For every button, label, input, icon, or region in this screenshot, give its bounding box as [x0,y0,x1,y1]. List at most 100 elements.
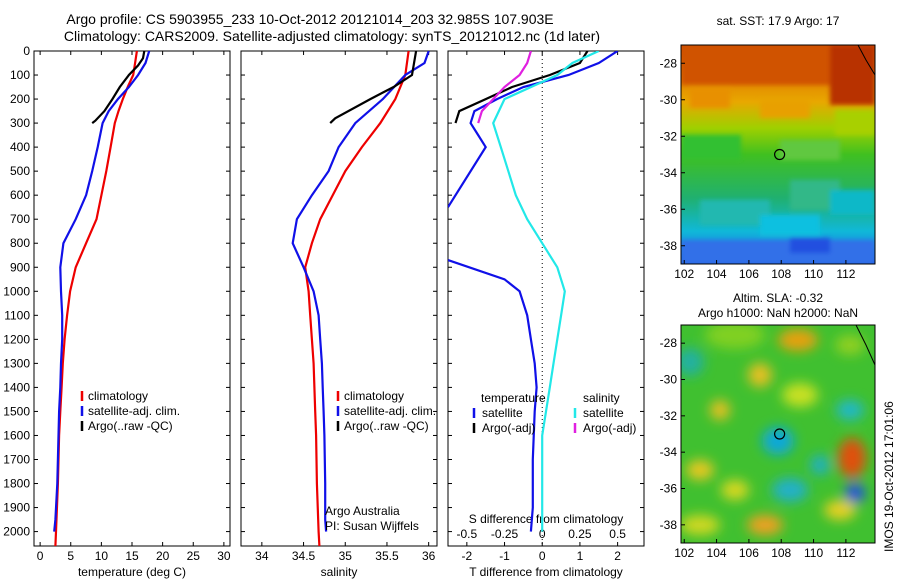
difference-series-temperature-satellite [448,51,619,208]
sla-lon-tick-label: 110 [804,546,823,560]
figure-title-line1: Argo profile: CS 5903955_233 10-Oct-2012… [66,11,553,27]
legend-entry: Argo(..raw -QC) [88,419,173,433]
sla-lat-tick-label: -30 [660,373,678,387]
sst-lon-tick-label: 108 [771,267,791,281]
sla-lon-tick-label: 102 [674,546,694,560]
sst-lon-tick-label: 106 [739,267,759,281]
depth-tick-label: 200 [10,92,30,106]
depth-tick-label: 500 [10,164,30,178]
salinity-difference-tick-label: -0.25 [491,527,519,541]
legend-entry: climatology [88,389,148,403]
salinity-series-satellite-adj-clim- [291,51,430,532]
depth-tick-label: 800 [10,236,30,250]
sla-lon-tick-label: 108 [771,546,791,560]
sst-argo-location-marker [774,148,786,161]
temperature-x-axis-label: temperature (deg C) [78,565,186,579]
depth-tick-label: 900 [10,260,30,274]
salinity-difference-tick-label: 0 [539,527,546,541]
depth-tick-label: 1700 [3,452,30,466]
depth-tick-label: 0 [23,44,30,58]
salinity-x-tick-label: 34 [255,549,269,563]
difference-series-salinity-satellite [492,51,600,532]
depth-tick-label: 700 [10,212,30,226]
salinity-series-argo-raw-qc- [329,51,418,124]
difference-x-tick-label: -1 [499,549,510,563]
difference-series-salinity-argo-adj- [477,51,532,124]
sst-lat-tick-label: -30 [660,93,678,107]
depth-tick-label: 1000 [3,284,30,298]
depth-tick-label: 300 [10,116,30,130]
difference-x-axis-label: T difference from climatology [469,565,623,579]
salinity-x-tick-label: 35.5 [375,549,399,563]
salinity-difference-tick-label: 0.25 [568,527,592,541]
temperature-x-tick-label: 5 [67,549,74,563]
legend-entry: satellite [583,406,624,420]
temperature-series-satellite-adj-clim- [53,51,151,532]
sla-lat-tick-label: -36 [660,482,678,496]
depth-tick-label: 1100 [4,308,30,322]
attribution-text: PI: Susan Wijffels [325,519,419,533]
depth-tick-label: 1500 [3,404,30,418]
temperature-x-tick-label: 20 [156,549,170,563]
temperature-x-tick-label: 25 [187,549,201,563]
legend-entry: Argo(-adj) [583,421,636,435]
sst-lon-tick-label: 110 [804,267,823,281]
legend-entry: Argo(..raw -QC) [344,419,429,433]
figure-title-line2: Climatology: CARS2009. Satellite-adjuste… [64,28,600,44]
sst-map-panel: 102 104 106 108 110 112 -28 -30 -32 -34 -36 -38 sat… [660,14,876,281]
salinity-plot-frame [240,50,438,547]
sst-lat-tick-label: -34 [660,166,678,180]
difference-x-tick-label: 2 [614,549,621,563]
temperature-x-tick-label: 30 [217,549,231,563]
sst-lat-tick-label: -28 [660,56,678,70]
depth-tick-label: 400 [10,140,30,154]
sla-map-panel: 102 104 106 108 110 112 -28 -30 -32 -34 -36 -38 Alt… [660,291,876,560]
salinity-x-tick-label: 34.5 [292,549,316,563]
legend-entry: satellite [482,406,523,420]
temperature-plot-frame [33,50,231,547]
sla-lat-tick-label: -28 [660,336,678,350]
difference-series-temperature-satellite-deep [448,259,538,532]
side-timestamp: IMOS 19-Oct-2012 17:01:06 [882,401,896,552]
salinity-difference-tick-label: 0.5 [609,527,626,541]
difference-x-tick-label: -2 [462,549,473,563]
sst-lat-tick-label: -36 [660,202,678,216]
depth-tick-label: 1900 [3,501,30,515]
depth-tick-label: 600 [10,188,30,202]
difference-plot-frame [447,50,645,547]
sla-lon-tick-label: 106 [739,546,759,560]
depth-tick-label: 1400 [3,380,30,394]
attribution-text: Argo Australia [325,504,400,518]
sla-lat-tick-label: -34 [660,445,678,459]
temperature-series-argo-raw-qc- [91,51,146,124]
sla-coastline [855,325,875,366]
difference-x-tick-label: 0 [539,549,546,563]
temperature-x-tick-label: 0 [37,549,44,563]
depth-tick-label: 1600 [3,428,30,442]
salinity-x-axis-label: salinity [321,565,358,579]
legend-entry: climatology [344,389,404,403]
sst-lon-tick-label: 104 [707,267,727,281]
sst-coastline [857,45,875,76]
temperature-x-tick-label: 10 [95,549,109,563]
legend-entry: satellite-adj. clim. [88,404,180,418]
legend-title-temperature: temperature [481,391,546,405]
sla-lat-tick-label: -38 [660,518,678,532]
salinity-series-climatology [304,51,410,546]
difference-x-tick-label: 1 [577,549,584,563]
sst-map-frame [680,44,876,265]
depth-tick-label: 2000 [3,525,30,539]
sla-argo-location-marker [774,428,786,440]
sla-map-subtitle: Argo h1000: NaN h2000: NaN [698,306,858,320]
sla-lon-tick-label: 104 [707,546,727,560]
sst-lat-tick-label: -38 [660,239,678,253]
temperature-profile-panel: 0100200300400500600700800900100011001200… [3,44,231,579]
difference-series-temperature-argo-adj- [454,51,589,124]
sst-lon-tick-label: 112 [836,267,855,281]
temperature-x-tick-label: 15 [125,549,139,563]
salinity-difference-tick-label: -0.5 [457,527,478,541]
difference-top-x-axis-label: S difference from climatology [469,512,624,526]
sla-lon-tick-label: 112 [836,546,855,560]
legend-title-salinity: salinity [583,391,620,405]
difference-profile-panel: -2 -1 0 1 2 T difference from climatology S di… [447,50,645,579]
